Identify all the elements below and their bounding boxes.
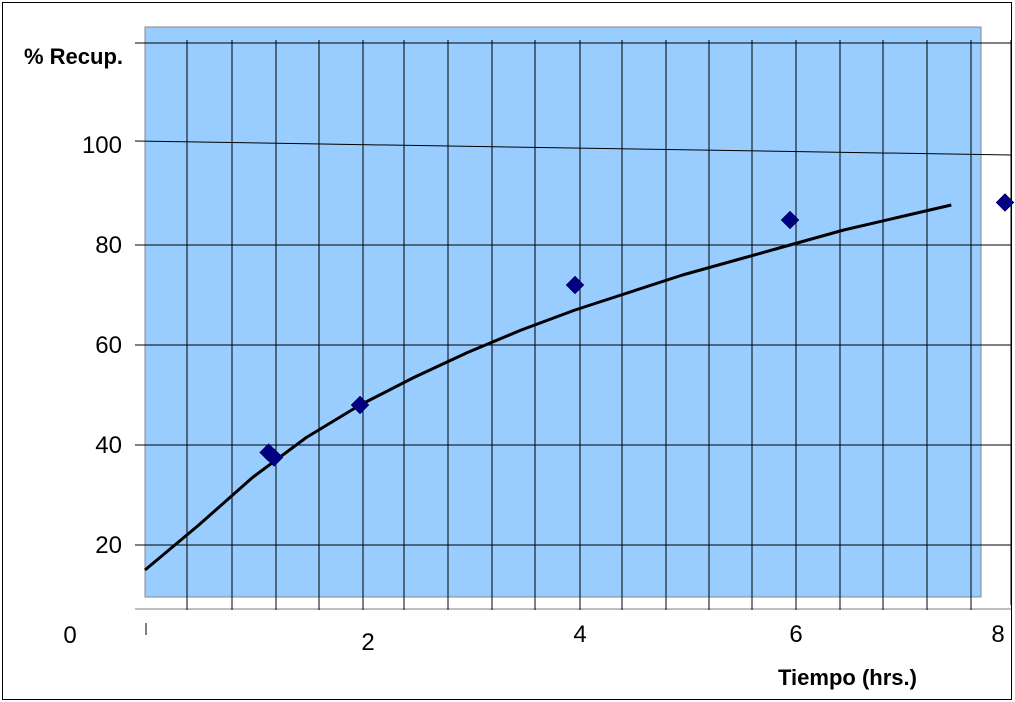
- x-tick-label-6: 6: [789, 621, 802, 648]
- x-tick-label-0: 0: [63, 622, 76, 649]
- data-markers: [259, 193, 1015, 467]
- x-tick-labels: 0 2 4 6 8: [63, 621, 1004, 656]
- h-gridline-100: [134, 140, 1012, 156]
- x-tick-label-4: 4: [573, 621, 586, 648]
- x-tick-label-8: 8: [991, 621, 1004, 648]
- y-tick-label-40: 40: [95, 432, 122, 459]
- y-tick-label-20: 20: [95, 532, 122, 559]
- x-axis-title: Tiempo (hrs.): [778, 665, 917, 690]
- data-point-5: [995, 193, 1015, 212]
- y-tick-label-60: 60: [95, 332, 122, 359]
- data-point-3: [565, 275, 585, 295]
- y-axis-title: % Recup.: [24, 44, 123, 69]
- data-point-2: [350, 395, 370, 415]
- data-point-1: [264, 448, 284, 467]
- y-tick-label-80: 80: [95, 232, 122, 259]
- y-tick-labels: 20 40 60 80 100: [82, 132, 122, 559]
- x-tick-label-2: 2: [361, 629, 374, 656]
- plot-area: [144, 26, 982, 598]
- vertical-gridlines: [186, 40, 1012, 610]
- horizontal-gridlines: [134, 42, 1012, 610]
- data-point-4: [780, 210, 800, 230]
- y-tick-label-100: 100: [82, 132, 122, 159]
